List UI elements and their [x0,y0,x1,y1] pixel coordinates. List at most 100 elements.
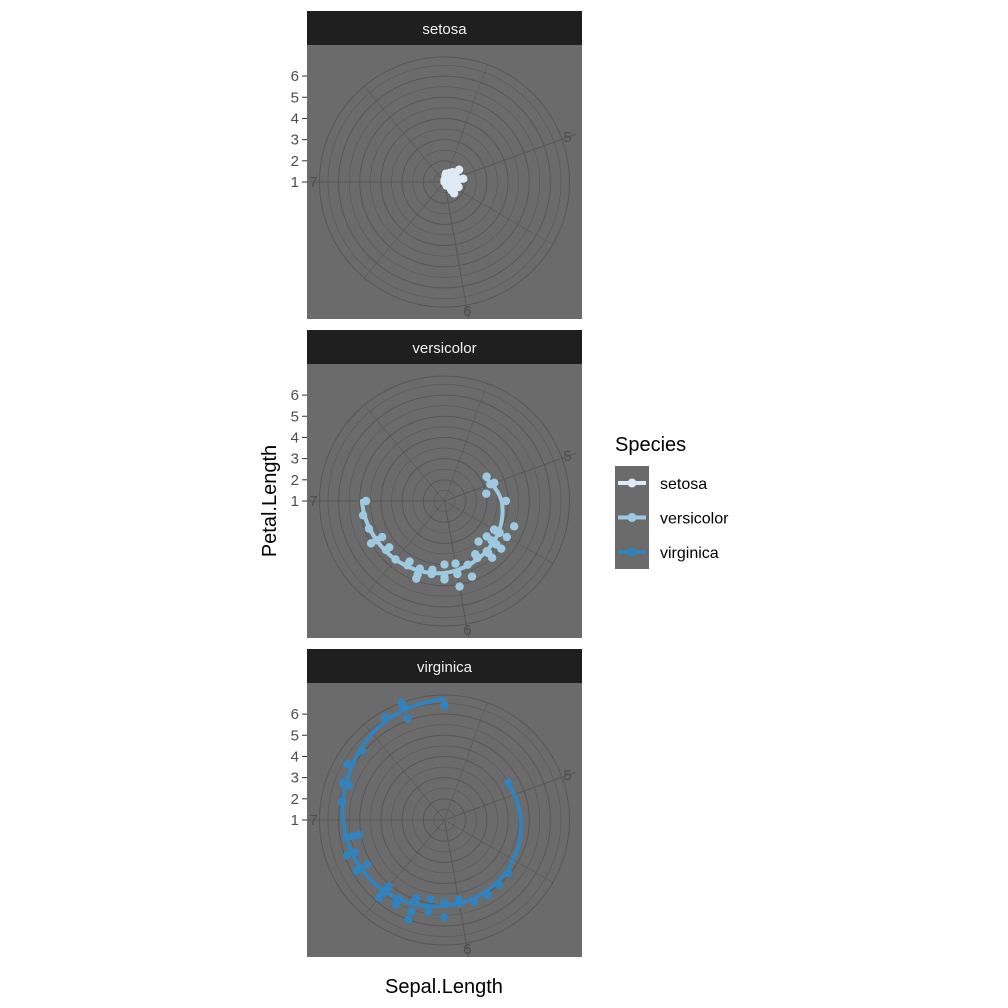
data-point [486,480,495,489]
y-tick-label: 1 [291,812,299,829]
data-point [428,565,437,575]
data-point [403,714,412,723]
grid-spoke [444,771,577,821]
data-point [454,895,463,904]
data-point [440,913,449,922]
facet-panel-virginica: virginica 5 6 71 2 3 4 5 6 [291,649,582,958]
data-point [406,907,416,916]
data-point [482,472,491,481]
legend-label: versicolor [660,511,729,528]
y-tick-label: 2 [291,153,299,170]
data-point [363,860,372,869]
y-tick-label: 1 [291,174,299,191]
strip-background [307,330,582,364]
legend-key-point [627,478,637,488]
data-point [343,759,352,769]
data-point [440,701,449,710]
x-tick-label: 6 [463,622,471,639]
data-point [380,713,390,722]
y-tick-label: 1 [291,493,299,510]
legend-label: virginica [660,545,719,562]
legend-key-point [627,513,637,522]
data-point [415,564,425,573]
grid-spoke [444,819,553,883]
legend: Species setosa versicolor virginica [615,434,729,569]
data-point [509,522,519,531]
data-point [404,915,413,924]
data-point [463,560,472,569]
y-tick-label: 2 [291,791,299,808]
data-point [503,868,512,878]
panel-plot-area [307,375,577,638]
data-point [483,891,493,900]
strip-label: versicolor [412,340,476,357]
grid-spoke [363,181,445,278]
data-point [385,543,394,552]
data-point [440,573,449,582]
data-point [492,540,501,549]
data-point [459,174,468,183]
grid-spoke [444,181,553,245]
facet-panel-setosa: setosa 5 6 71 2 3 4 5 6 [291,11,582,320]
data-point [424,907,433,917]
legend-label: setosa [660,476,707,493]
grid-spoke [363,405,445,502]
grid-spoke [444,819,470,957]
grid-spoke [444,383,488,502]
strip-label: virginica [417,659,473,676]
legend-item-versicolor: versicolor [618,511,729,528]
smooth-line-versicolor [359,475,505,576]
data-point [455,582,464,591]
data-point [440,898,449,907]
data-point [449,189,459,198]
y-axis-title: Petal.Length [259,445,281,557]
strip-label: setosa [422,21,467,38]
data-point [364,524,374,533]
data-point [361,496,371,506]
data-point [453,569,462,579]
data-point [357,746,366,755]
data-point [405,557,414,566]
y-tick-label: 5 [291,408,299,425]
data-point [372,535,381,545]
panel-plot-area [307,694,577,957]
y-tick-label: 5 [291,727,299,744]
strip-background [307,11,582,45]
y-tick-label: 4 [291,110,299,127]
y-tick-label: 5 [291,89,299,106]
data-point [354,865,363,874]
y-tick-label: 3 [291,451,299,468]
data-point [502,532,512,542]
data-point [342,833,351,842]
legend-item-virginica: virginica [618,545,719,562]
grid-spoke [444,181,470,319]
y-tick-label: 4 [291,429,299,446]
x-tick-label: 7 [309,812,317,829]
data-point [504,778,513,788]
data-point [482,489,491,498]
data-point [354,830,364,840]
x-tick-label: 6 [463,303,471,320]
grid-spoke [363,500,445,597]
grid-spoke [363,86,445,183]
data-point [470,897,479,906]
x-tick-label: 5 [563,767,571,784]
legend-key-point [627,547,637,557]
data-point [348,831,357,841]
y-tick-label: 6 [291,706,299,723]
facet-panel-versicolor: versicolor 5 6 71 2 3 4 5 6 [291,330,582,639]
x-tick-label: 5 [563,129,571,146]
data-point [451,559,460,568]
x-tick-label: 7 [309,493,317,510]
data-point [482,547,491,556]
data-point [411,895,420,904]
grid-spoke [363,724,445,821]
data-point [398,702,408,711]
data-point [467,572,477,581]
x-axis-title: Sepal.Length [385,976,503,998]
grid-spoke [444,133,577,183]
grid-spoke [444,452,577,502]
data-point [344,781,354,790]
y-tick-label: 2 [291,472,299,489]
